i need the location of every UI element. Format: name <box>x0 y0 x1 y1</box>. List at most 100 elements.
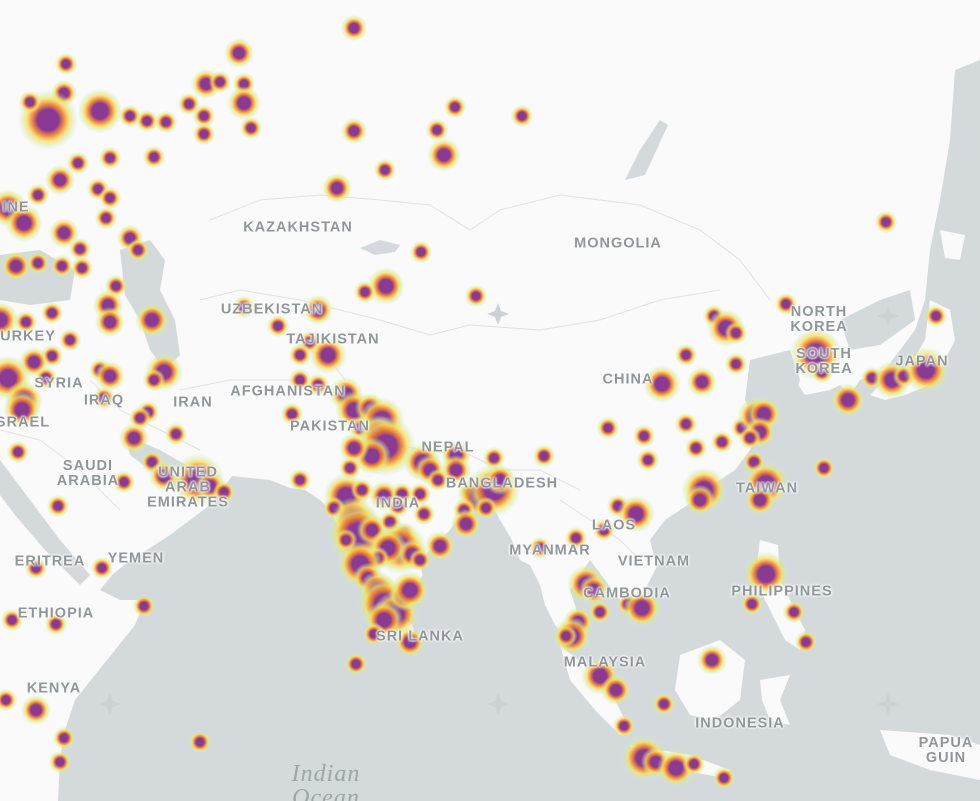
heatmap-hotspot <box>0 250 32 282</box>
heatmap-hotspot <box>48 750 72 774</box>
heatmap-hotspot <box>373 158 397 182</box>
heatmap-hotspot <box>94 206 118 230</box>
heatmap-hotspot <box>532 444 556 468</box>
heatmap-hotspot <box>612 714 636 738</box>
heatmap-hotspot <box>288 368 312 392</box>
heatmap-hotspot <box>54 52 78 76</box>
heatmap-hotspot <box>600 674 632 706</box>
heatmap-hotspot <box>782 600 806 624</box>
heatmap-hotspot <box>830 382 866 418</box>
heatmap-layer <box>0 14 949 790</box>
border-line <box>199 289 721 336</box>
hokkaido-island <box>940 230 965 260</box>
heatmap-hotspot <box>92 386 116 410</box>
heatmap-hotspot <box>239 116 263 140</box>
heatmap-hotspot <box>52 726 76 750</box>
heatmap-hotspot <box>26 183 50 207</box>
heatmap-hotspot <box>226 85 262 121</box>
heatmap-hotspot <box>596 416 620 440</box>
sea-label-indian-ocean: Indian Ocean <box>291 761 361 801</box>
heatmap-hotspot <box>710 430 734 454</box>
heatmap-hotspot <box>192 104 216 128</box>
heatmap-hotspot <box>126 238 150 262</box>
lake-balkhash <box>360 240 400 255</box>
heatmap-hotspot <box>288 468 312 492</box>
heatmap-hotspot <box>112 470 136 494</box>
heatmap-hotspot <box>24 556 48 580</box>
heatmap-hotspot <box>340 14 368 42</box>
heatmap-hotspot <box>148 460 180 492</box>
heatmap-hotspot <box>26 251 50 275</box>
heatmap-hotspot <box>484 464 516 496</box>
heatmap-hotspot <box>424 530 456 562</box>
map-markers <box>99 303 899 715</box>
heatmap-hotspot <box>350 478 374 502</box>
borneo-island <box>675 640 745 720</box>
heatmap-hotspot <box>223 37 255 69</box>
heatmap-hotspot <box>408 548 432 572</box>
heatmap-hotspot <box>425 118 449 142</box>
heatmap-hotspot <box>142 368 166 392</box>
heatmap-hotspot <box>684 436 708 460</box>
heatmap-hotspot <box>48 217 80 249</box>
heatmap-hotspot <box>554 624 578 648</box>
heatmap-hotspot <box>924 304 948 328</box>
heatmap-hotspot <box>740 592 764 616</box>
heatmap-hotspot <box>810 360 834 384</box>
heatmap-hotspot <box>391 571 429 609</box>
heatmap-hotspot <box>686 366 718 398</box>
border-line <box>209 194 771 301</box>
heatmap-hotspot <box>98 186 122 210</box>
heatmap-hotspot <box>192 122 216 146</box>
heatmap-hotspot <box>34 366 58 390</box>
heatmap-hotspot <box>0 688 18 712</box>
heatmap-hotspot <box>0 608 24 632</box>
sea-of-japan <box>840 290 915 350</box>
compass-star-icon <box>877 305 899 327</box>
heatmap-hotspot <box>774 292 798 316</box>
heatmap-hotspot <box>592 518 616 542</box>
heatmap-hotspot <box>70 256 94 280</box>
heatmap-hotspot <box>58 328 82 352</box>
heatmap-hotspot <box>40 301 64 325</box>
heatmap-hotspot <box>44 164 76 196</box>
heatmap-hotspot <box>164 422 188 446</box>
heatmap-hotspot <box>510 104 534 128</box>
heatmap-hotspot <box>50 254 74 278</box>
border-line <box>0 429 121 511</box>
heatmap-hotspot <box>321 172 353 204</box>
heatmap-hotspot <box>18 90 42 114</box>
heatmap-hotspot <box>443 95 467 119</box>
heatmap-hotspot <box>309 336 347 374</box>
compass-star-icon <box>99 693 121 715</box>
compass-star-icon <box>877 693 899 715</box>
heatmap-hotspot <box>812 456 836 480</box>
heatmap-hotspot <box>794 630 818 654</box>
heatmap-hotspot <box>874 210 898 234</box>
heatmap-hotspot <box>90 556 114 580</box>
heatmap-hotspot <box>426 137 462 173</box>
heatmap-hotspot <box>302 294 334 326</box>
heatmap-hotspot <box>5 204 43 242</box>
heatmap-hotspot <box>367 267 405 305</box>
heatmap-hotspot <box>94 360 126 392</box>
heatmap-hotspot <box>20 694 52 726</box>
heatmap-hotspot <box>66 151 90 175</box>
heatmap-hotspot <box>3 391 41 429</box>
heatmap-hotspot <box>744 484 776 516</box>
heatmap-hotspot <box>0 301 19 339</box>
heatmap-hotspot <box>44 612 68 636</box>
heatmap-hotspot <box>474 496 498 520</box>
heatmap-hotspot <box>14 310 38 334</box>
heatmap-hotspot <box>617 495 655 533</box>
heatmap-hotspot <box>408 482 432 506</box>
heatmap-hotspot <box>578 574 610 606</box>
heatmap-hotspot <box>903 347 949 393</box>
compass-star-icon <box>487 303 509 325</box>
heatmap-hotspot <box>188 730 212 754</box>
heatmap-hotspot <box>482 446 506 470</box>
heatmap-hotspot <box>46 494 70 518</box>
